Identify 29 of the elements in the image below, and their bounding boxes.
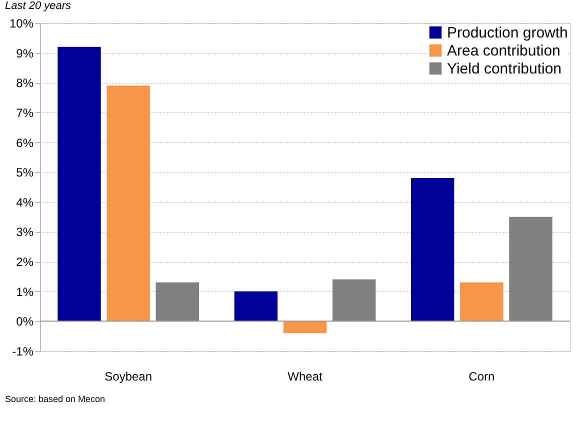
bar — [234, 291, 278, 322]
bar — [411, 178, 454, 322]
y-tick-label: 0% — [16, 314, 34, 329]
legend-label: Area contribution — [447, 42, 560, 60]
bar — [509, 216, 552, 322]
y-tick-label: 1% — [16, 284, 34, 299]
y-tick-label: 2% — [16, 255, 34, 270]
x-tick-label: Soybean — [104, 370, 152, 384]
bar — [156, 282, 199, 322]
chart-subtitle: Last 20 years — [5, 0, 72, 12]
x-tick-label: Wheat — [288, 370, 324, 384]
legend-label: Yield contribution — [447, 60, 562, 78]
bar — [332, 279, 376, 322]
y-tick-label: -1% — [12, 344, 34, 358]
y-tick-label: 3% — [16, 225, 34, 240]
y-tick-label: 8% — [16, 76, 34, 90]
source-note: Source: based on Mecon — [5, 394, 106, 404]
y-tick-label: 9% — [16, 46, 34, 60]
bar — [58, 46, 101, 322]
bar — [106, 86, 150, 322]
y-tick-label: 4% — [16, 195, 34, 210]
y-tick-label: 5% — [16, 166, 34, 180]
y-tick-label: 6% — [16, 136, 34, 150]
legend-label: Production growth — [447, 24, 568, 42]
bar — [460, 282, 504, 322]
y-tick-label: 7% — [16, 106, 34, 120]
x-tick-label: Corn — [468, 370, 495, 384]
y-tick-label: 10% — [9, 16, 34, 30]
bar — [283, 321, 327, 334]
